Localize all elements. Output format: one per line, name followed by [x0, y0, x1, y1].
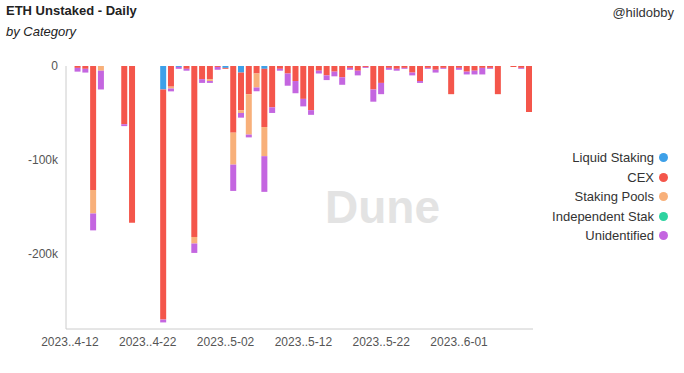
- svg-text:-100k: -100k: [28, 153, 59, 167]
- html-text:by Category: by Category: [6, 24, 77, 39]
- svg-text:2023..5-02: 2023..5-02: [197, 335, 255, 349]
- html-text:Unidentified: Unidentified: [585, 228, 654, 244]
- html-text:ETH Unstaked - Daily: ETH Unstaked - Daily: [6, 3, 137, 18]
- html-text:Staking Pools: Staking Pools: [574, 189, 654, 205]
- html-text:CEX: CEX: [627, 169, 654, 185]
- svg-text:2023..5-12: 2023..5-12: [275, 335, 333, 349]
- html-text:Independent Stak: Independent Stak: [552, 208, 654, 224]
- html-text:Dune: Dune: [325, 181, 440, 233]
- html-text:@hildobby: @hildobby: [612, 5, 674, 20]
- svg-text:-200k: -200k: [28, 247, 59, 261]
- svg-text:2023..4-22: 2023..4-22: [119, 335, 177, 349]
- svg-text:2023..4-12: 2023..4-12: [41, 335, 99, 349]
- html-text:Liquid Staking: Liquid Staking: [572, 150, 654, 166]
- svg-text:2023..5-22: 2023..5-22: [353, 335, 411, 349]
- svg-text:2023..6-01: 2023..6-01: [430, 335, 488, 349]
- svg-text:0: 0: [51, 59, 58, 73]
